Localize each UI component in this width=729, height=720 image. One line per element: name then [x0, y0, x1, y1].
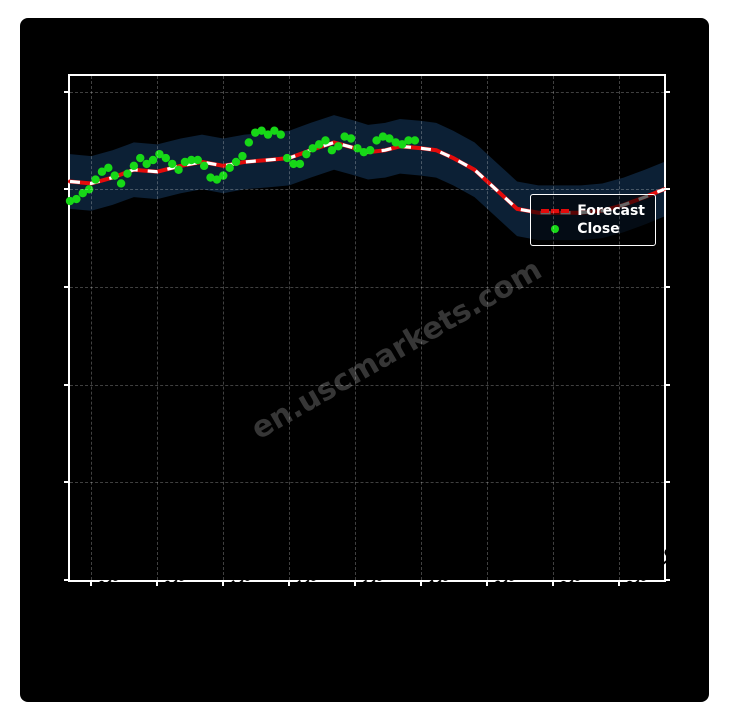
close-point	[72, 195, 80, 203]
legend: Forecast Close	[530, 194, 656, 246]
gridline-v	[619, 76, 620, 580]
gridline-h	[70, 189, 664, 190]
ytick-label: 20	[43, 181, 70, 197]
close-point	[245, 138, 253, 146]
close-point	[149, 156, 157, 164]
gridline-v	[289, 76, 290, 580]
close-point	[366, 146, 374, 154]
gridline-v	[91, 76, 92, 580]
gridline-v	[487, 76, 488, 580]
close-point	[296, 160, 304, 168]
legend-label: Close	[577, 221, 620, 237]
legend-row: Forecast	[541, 203, 645, 219]
gridline-v	[421, 76, 422, 580]
legend-swatch-line	[541, 209, 569, 213]
close-point	[174, 166, 182, 174]
gridline-v	[157, 76, 158, 580]
close-point	[123, 169, 131, 177]
close-point	[117, 179, 125, 187]
close-point	[136, 154, 144, 162]
close-point	[91, 175, 99, 183]
close-point	[411, 136, 419, 144]
close-point	[111, 171, 119, 179]
close-point	[168, 160, 176, 168]
close-point	[194, 156, 202, 164]
gridline-h	[70, 482, 664, 483]
gridline-h	[70, 287, 664, 288]
close-point	[232, 158, 240, 166]
close-point	[302, 150, 310, 158]
ytick-label-right: 0	[664, 572, 682, 588]
gridline-v	[355, 76, 356, 580]
chart-title: EFGSY	[0, 22, 729, 43]
ytick-label: 0	[52, 572, 70, 588]
close-point	[200, 162, 208, 170]
ytick-label-right: 5	[664, 474, 682, 490]
close-point	[225, 164, 233, 172]
x-axis-label: Date 06-06-2024	[0, 678, 729, 697]
ytick-label: 25	[43, 84, 70, 100]
ytick-label: 10	[43, 377, 70, 393]
ytick-label-right: 20	[664, 181, 691, 197]
plot-area: ForecastClose en.uscmarkets.com 00551010…	[68, 74, 666, 582]
close-point	[334, 142, 342, 150]
gridline-v	[553, 76, 554, 580]
close-point	[162, 154, 170, 162]
y-axis-label: Close Price	[26, 280, 45, 380]
ytick-label-right: 15	[664, 279, 691, 295]
close-point	[277, 130, 285, 138]
ytick-label-right: 25	[664, 84, 691, 100]
ytick-label: 15	[43, 279, 70, 295]
close-point	[321, 136, 329, 144]
legend-label: Forecast	[577, 203, 645, 219]
close-point	[130, 162, 138, 170]
stage: EFGSY Eiffage SA Stock Price Prediction …	[0, 0, 729, 720]
chart-subtitle: Eiffage SA Stock Price Prediction and Ta…	[0, 48, 729, 67]
legend-row: Close	[541, 221, 645, 237]
gridline-v	[223, 76, 224, 580]
ytick-label: 5	[52, 474, 70, 490]
ytick-label-right: 10	[664, 377, 691, 393]
close-point	[104, 164, 112, 172]
gridline-h	[70, 92, 664, 93]
gridline-h	[70, 385, 664, 386]
close-point	[347, 134, 355, 142]
close-point	[238, 152, 246, 160]
plot-svg	[70, 76, 664, 580]
